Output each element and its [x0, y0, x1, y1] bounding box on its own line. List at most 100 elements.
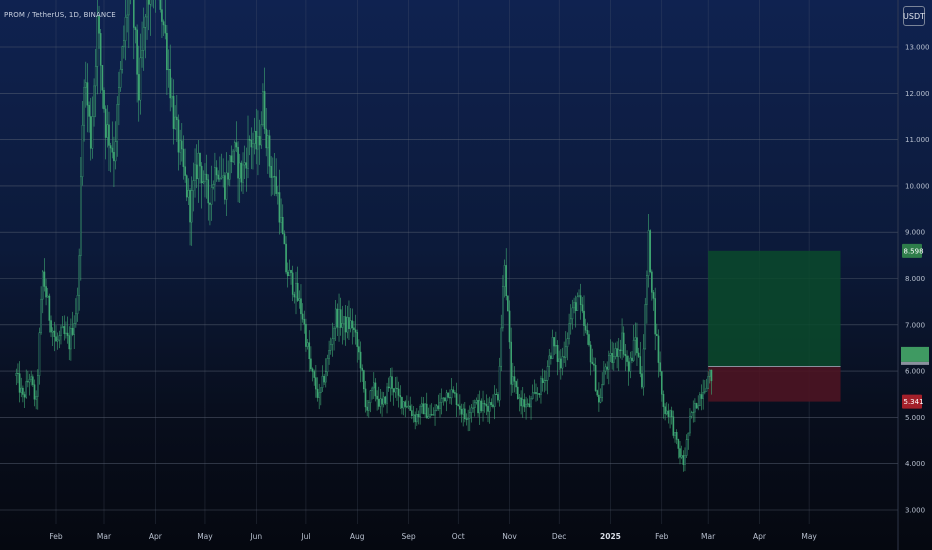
candle — [611, 341, 613, 370]
entry-axis-marker — [901, 346, 929, 362]
candle — [665, 402, 668, 416]
candle — [705, 378, 708, 392]
long-position-tool[interactable] — [708, 250, 841, 402]
candle — [629, 351, 632, 379]
candle — [358, 339, 360, 360]
candle — [536, 387, 539, 401]
candle — [235, 121, 238, 153]
candle — [518, 394, 521, 412]
price-axis[interactable]: 3.000 4.000 5.000 6.000 7.000 8.000 9.000 10.00… — [897, 0, 930, 550]
candle — [624, 344, 627, 372]
candle — [61, 316, 64, 329]
candle — [412, 405, 415, 423]
candle — [247, 115, 249, 179]
candle — [516, 378, 519, 400]
currency-button[interactable]: USDT — [903, 6, 925, 26]
candle — [48, 293, 51, 333]
candle — [40, 286, 42, 335]
candle — [477, 394, 479, 417]
target-zone[interactable] — [708, 250, 841, 367]
candle — [708, 369, 711, 384]
stop-zone[interactable] — [708, 366, 841, 402]
candle — [411, 404, 413, 420]
candle — [128, 0, 130, 48]
candle — [81, 100, 84, 186]
candle — [300, 284, 302, 331]
candle — [465, 413, 468, 426]
candle — [619, 339, 622, 359]
price-labels: 8.598 5.341 — [901, 243, 929, 409]
candle — [238, 153, 241, 204]
candle — [646, 270, 648, 324]
candle — [45, 278, 47, 306]
price-tick-label: 13.000 — [905, 44, 930, 52]
candle — [381, 391, 383, 417]
candle — [541, 368, 544, 392]
candle — [230, 145, 233, 174]
candle — [386, 382, 388, 414]
candle — [639, 341, 642, 378]
candle — [41, 269, 44, 314]
candle — [710, 369, 713, 395]
candle — [553, 337, 556, 356]
candle — [492, 394, 494, 409]
candle — [205, 154, 208, 199]
candle — [384, 395, 387, 406]
candle — [510, 327, 512, 396]
candle — [404, 400, 407, 418]
candle — [632, 325, 635, 362]
candle — [27, 370, 29, 388]
candle — [634, 322, 637, 356]
candle — [566, 332, 569, 361]
candle — [43, 258, 46, 292]
candle — [457, 403, 460, 407]
candle — [28, 373, 31, 396]
candle — [454, 390, 456, 398]
candle — [301, 303, 304, 323]
time-axis[interactable]: Feb Mar Apr May Jun Jul Aug Sep Oct Nov Dec 2025 Feb… — [49, 532, 817, 541]
candle — [455, 382, 458, 418]
candle — [89, 97, 92, 161]
candle — [237, 141, 239, 203]
vertical-gridlines — [55, 0, 810, 524]
candle — [561, 347, 564, 376]
candle — [472, 400, 474, 413]
candle — [225, 152, 228, 217]
time-tick-label: Mar — [701, 532, 716, 541]
candle — [596, 389, 599, 398]
candle — [18, 361, 21, 403]
candle — [464, 401, 466, 423]
candle — [151, 0, 153, 7]
candle — [372, 372, 375, 399]
candle — [399, 385, 402, 410]
candle — [336, 303, 339, 337]
candle — [159, 0, 162, 13]
candle — [190, 176, 193, 246]
candle — [344, 304, 347, 346]
candle — [669, 409, 671, 429]
candle — [503, 259, 506, 298]
price-tick-label: 6.000 — [905, 368, 925, 376]
candle — [137, 45, 140, 122]
candle — [482, 390, 484, 422]
candle — [528, 395, 531, 408]
candle — [338, 293, 340, 342]
candle — [311, 367, 314, 382]
candle — [219, 156, 221, 182]
candle — [382, 391, 385, 408]
candle — [262, 83, 264, 127]
candle — [627, 355, 630, 386]
candle — [36, 369, 39, 410]
candle — [525, 396, 527, 420]
candle — [121, 45, 124, 74]
candle — [366, 400, 368, 417]
candle — [101, 65, 104, 109]
candle — [407, 400, 410, 409]
candle — [155, 0, 156, 13]
candle — [303, 310, 306, 334]
candle — [364, 381, 367, 413]
time-tick-label: May — [197, 532, 213, 541]
candle — [179, 129, 181, 165]
